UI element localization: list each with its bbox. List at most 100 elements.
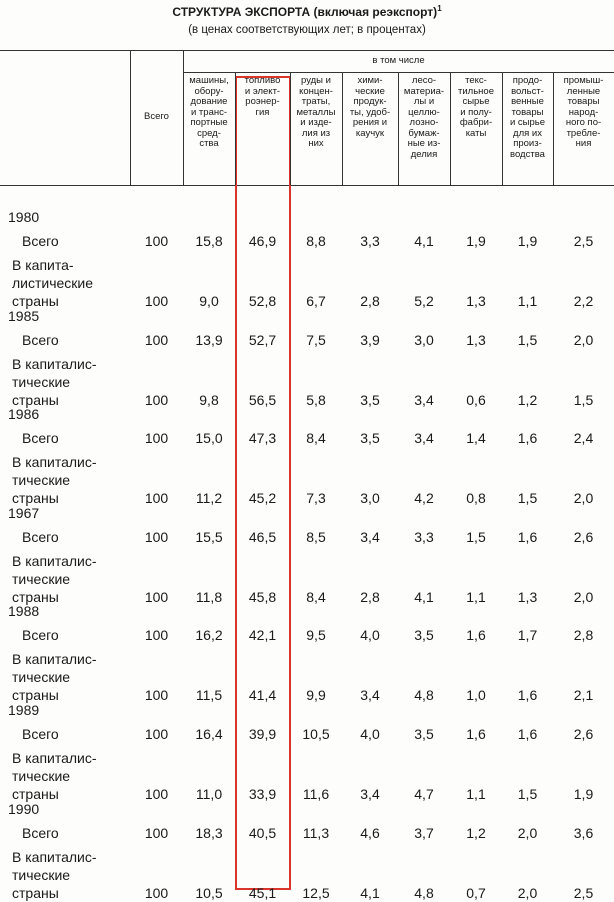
- cell: 0,8: [466, 490, 486, 507]
- cell: 41,4: [248, 687, 277, 704]
- cell: 2,0: [573, 490, 594, 507]
- cell: 8,8: [306, 233, 326, 249]
- cell: 2,0: [517, 824, 538, 841]
- column-header: промыш- ленные товары народ- ного по- тр…: [563, 75, 604, 149]
- row-label: Всего: [22, 331, 59, 348]
- cell: 2,2: [573, 293, 594, 309]
- cell: 8,4: [306, 588, 326, 605]
- row-label: Всего: [22, 528, 59, 545]
- cell: 9,8: [199, 391, 219, 408]
- cell: 15,8: [195, 233, 223, 249]
- cell: 3,5: [414, 726, 434, 742]
- cell: 15,5: [195, 528, 223, 545]
- cell: 4,1: [414, 233, 434, 249]
- cell: 1,5: [517, 786, 538, 802]
- cell: 2,8: [360, 293, 380, 309]
- cell: 1,3: [466, 331, 486, 348]
- column-header: руды и концен- траты, металлы и изде- ли…: [296, 75, 336, 149]
- cell: 0,6: [466, 391, 486, 408]
- cell: 1,9: [573, 786, 594, 802]
- row-label: Всего: [22, 430, 59, 447]
- cell: 11,3: [302, 824, 330, 841]
- column-header: продо- вольст- венные товары и сырье для…: [509, 75, 546, 160]
- cell: 4,2: [414, 490, 434, 507]
- cell: 1,6: [517, 430, 538, 447]
- cell: 1,6: [466, 726, 486, 742]
- cell: 100: [144, 233, 169, 249]
- cell: 3,6: [573, 824, 594, 841]
- cell: 45,8: [248, 588, 277, 605]
- cell: 11,2: [195, 490, 223, 507]
- cell: 2,5: [573, 233, 594, 249]
- cell: 4,1: [414, 588, 434, 605]
- cell: 15,0: [195, 430, 223, 447]
- cell: 3,4: [414, 430, 434, 447]
- column-header: хими- ческие продук- ты, удоб- рения и к…: [349, 75, 391, 139]
- year: 1988: [8, 603, 40, 620]
- cell: 16,4: [195, 726, 223, 742]
- cell: 100: [144, 824, 169, 841]
- cell: 2,0: [517, 884, 538, 901]
- cell: 56,5: [248, 391, 277, 408]
- cell: 1,6: [517, 528, 538, 545]
- cell: 11,8: [195, 588, 223, 605]
- cell: 8,5: [306, 528, 326, 545]
- cell: 100: [144, 331, 169, 348]
- cell: 4,8: [414, 884, 434, 901]
- cell: 4,0: [360, 627, 380, 644]
- cell: 2,5: [573, 884, 594, 901]
- cell: 2,6: [573, 726, 594, 742]
- cell: 4,8: [414, 687, 434, 704]
- cell: 46,9: [248, 233, 277, 249]
- cell: 42,1: [248, 627, 277, 644]
- rule: [450, 72, 451, 185]
- cell: 100: [144, 391, 169, 408]
- cell: 45,2: [248, 490, 277, 507]
- cell: 100: [144, 528, 169, 545]
- cell: 1,5: [517, 490, 538, 507]
- row-label: Всего: [22, 726, 59, 742]
- cell: 2,0: [573, 588, 594, 605]
- row-label: Всего: [22, 824, 59, 841]
- cell: 9,9: [306, 687, 326, 704]
- cell: 1,0: [466, 687, 486, 704]
- rule: [553, 72, 554, 185]
- cell: 3,4: [414, 391, 434, 408]
- cell: 33,9: [248, 786, 277, 802]
- row-label: Всего: [22, 233, 59, 249]
- header-group: в том числе: [372, 55, 425, 66]
- cell: 1,3: [466, 293, 486, 309]
- cell: 100: [144, 884, 169, 901]
- cell: 2,8: [573, 627, 594, 644]
- cell: 1,1: [466, 588, 486, 605]
- row-label: В капиталис- тические страны: [12, 552, 97, 605]
- rule: [235, 72, 236, 185]
- cell: 3,0: [414, 331, 434, 348]
- column-header: топливо и элект- роэнер- гия: [244, 75, 281, 118]
- cell: 7,3: [306, 490, 326, 507]
- rule: [0, 185, 614, 186]
- header-total: Всего: [144, 111, 169, 122]
- cell: 3,5: [360, 391, 380, 408]
- cell: 1,9: [466, 233, 486, 249]
- cell: 10,5: [302, 726, 330, 742]
- cell: 9,5: [306, 627, 326, 644]
- year: 1986: [8, 406, 40, 423]
- column-header: лесо- материа- лы и целлю- лозно- бумаж-…: [403, 75, 445, 160]
- cell: 4,1: [360, 884, 380, 901]
- cell: 12,5: [302, 884, 330, 901]
- cell: 1,6: [517, 726, 538, 742]
- cell: 1,1: [517, 293, 538, 309]
- cell: 9,0: [199, 293, 219, 309]
- cell: 3,5: [360, 430, 380, 447]
- rule: [398, 72, 399, 185]
- cell: 4,0: [360, 726, 380, 742]
- cell: 3,9: [360, 331, 380, 348]
- cell: 1,9: [517, 233, 538, 249]
- cell: 1,2: [466, 824, 486, 841]
- cell: 6,7: [306, 293, 326, 309]
- cell: 52,7: [248, 331, 277, 348]
- cell: 11,6: [302, 786, 330, 802]
- row-label: Всего: [22, 627, 59, 644]
